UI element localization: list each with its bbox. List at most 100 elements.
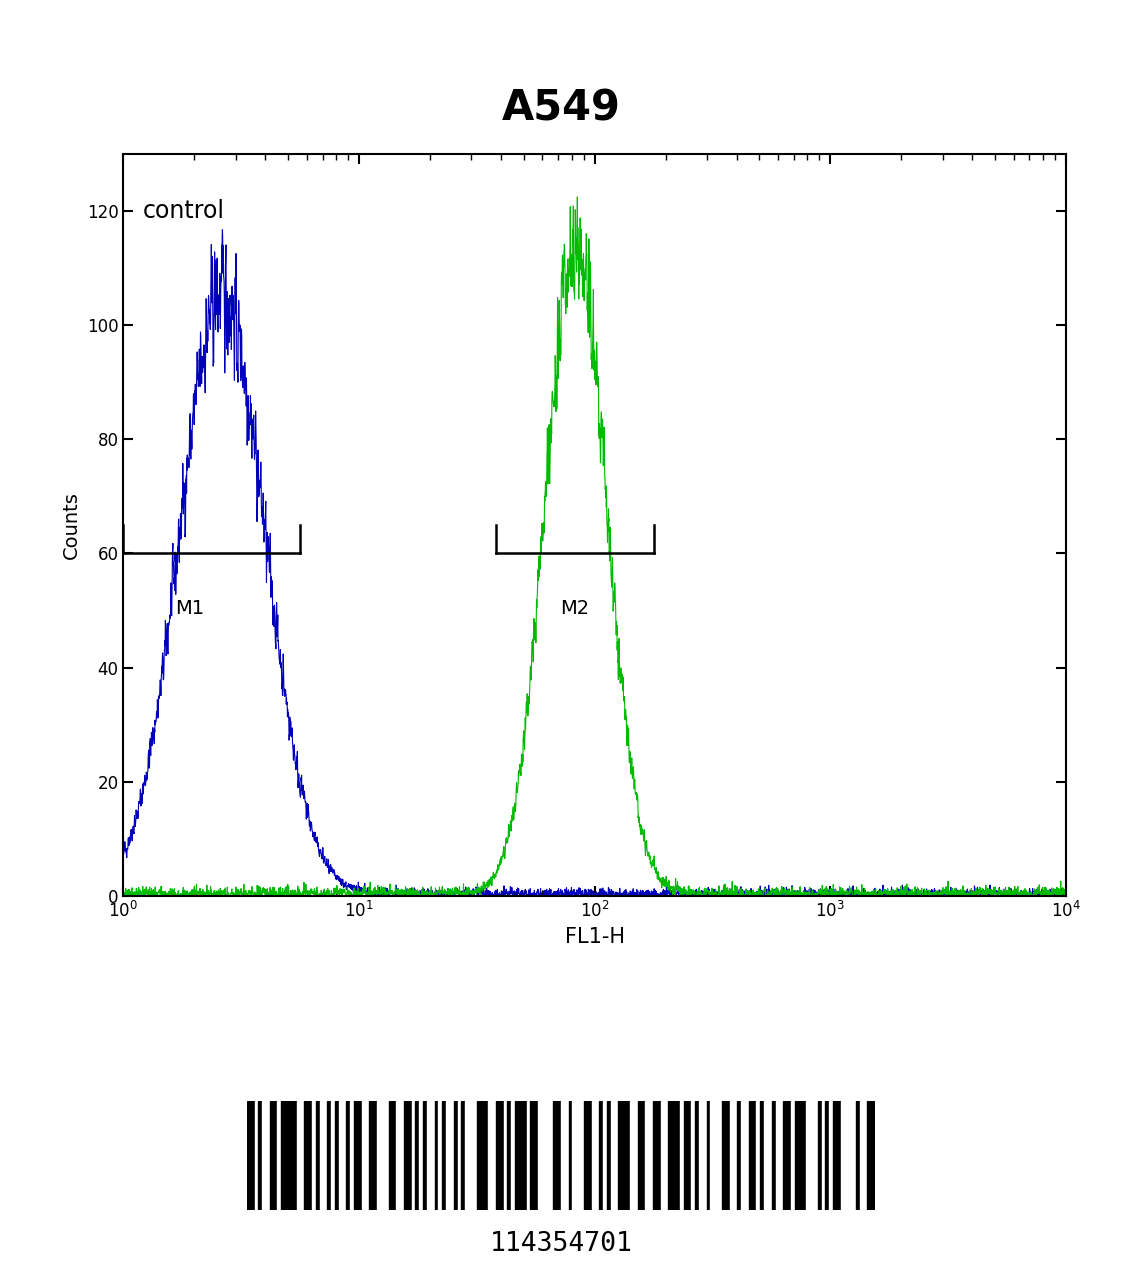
Bar	[320, 1101, 328, 1210]
Bar	[683, 1101, 691, 1210]
Bar	[737, 1101, 741, 1210]
Bar	[512, 1101, 515, 1210]
Bar	[572, 1101, 583, 1210]
Bar	[420, 1101, 423, 1210]
Bar	[466, 1101, 477, 1210]
Bar	[255, 1101, 258, 1210]
Bar	[434, 1101, 439, 1210]
Bar	[355, 1101, 361, 1210]
Bar	[791, 1101, 794, 1210]
Bar	[426, 1101, 434, 1210]
Bar	[404, 1101, 412, 1210]
Bar	[840, 1101, 856, 1210]
Bar	[629, 1101, 637, 1210]
Bar	[618, 1101, 629, 1210]
Bar	[775, 1101, 783, 1210]
Bar	[729, 1101, 737, 1210]
Bar	[710, 1101, 721, 1210]
Bar	[859, 1101, 867, 1210]
Bar	[347, 1101, 350, 1210]
Bar	[569, 1101, 572, 1210]
Bar	[331, 1101, 335, 1210]
Bar	[741, 1101, 748, 1210]
Bar	[453, 1101, 458, 1210]
Bar	[477, 1101, 488, 1210]
Bar	[539, 1101, 553, 1210]
Bar	[263, 1101, 269, 1210]
Bar	[488, 1101, 496, 1210]
Bar	[794, 1101, 807, 1210]
Bar	[761, 1101, 764, 1210]
Bar	[388, 1101, 396, 1210]
Bar	[458, 1101, 461, 1210]
Bar	[461, 1101, 466, 1210]
Bar	[653, 1101, 661, 1210]
Bar	[783, 1101, 791, 1210]
Bar	[748, 1101, 756, 1210]
Bar	[515, 1101, 526, 1210]
Bar	[772, 1101, 775, 1210]
Bar	[369, 1101, 377, 1210]
Text: 114354701: 114354701	[489, 1231, 633, 1257]
Bar	[282, 1101, 296, 1210]
Text: M1: M1	[175, 599, 204, 618]
Bar	[591, 1101, 599, 1210]
Bar	[610, 1101, 618, 1210]
Bar	[699, 1101, 707, 1210]
Bar	[442, 1101, 447, 1210]
Bar	[707, 1101, 710, 1210]
Bar	[818, 1101, 821, 1210]
Bar	[504, 1101, 507, 1210]
Bar	[833, 1101, 840, 1210]
Bar	[412, 1101, 415, 1210]
Bar	[867, 1101, 875, 1210]
Bar	[721, 1101, 729, 1210]
Bar	[661, 1101, 669, 1210]
Bar	[339, 1101, 347, 1210]
Bar	[361, 1101, 369, 1210]
Bar	[439, 1101, 442, 1210]
Bar	[277, 1101, 282, 1210]
Bar	[645, 1101, 653, 1210]
Bar	[856, 1101, 859, 1210]
Bar	[507, 1101, 512, 1210]
Bar	[553, 1101, 561, 1210]
Bar	[599, 1101, 604, 1210]
Bar	[764, 1101, 772, 1210]
Bar	[607, 1101, 610, 1210]
Bar	[691, 1101, 696, 1210]
Bar	[696, 1101, 699, 1210]
Bar	[258, 1101, 263, 1210]
Bar	[247, 1101, 255, 1210]
Bar	[269, 1101, 277, 1210]
Bar	[531, 1101, 539, 1210]
Bar	[604, 1101, 607, 1210]
Bar	[328, 1101, 331, 1210]
Bar	[807, 1101, 818, 1210]
Bar	[350, 1101, 355, 1210]
Bar	[637, 1101, 645, 1210]
Bar	[561, 1101, 569, 1210]
Bar	[496, 1101, 504, 1210]
Bar	[447, 1101, 453, 1210]
Bar	[680, 1101, 683, 1210]
Text: M2: M2	[560, 599, 589, 618]
Bar	[821, 1101, 826, 1210]
Bar	[315, 1101, 320, 1210]
Text: control: control	[142, 200, 224, 223]
Bar	[826, 1101, 829, 1210]
Bar	[415, 1101, 420, 1210]
Bar	[312, 1101, 315, 1210]
Bar	[423, 1101, 426, 1210]
Bar	[583, 1101, 591, 1210]
Bar	[526, 1101, 531, 1210]
X-axis label: FL1-H: FL1-H	[564, 927, 625, 946]
Bar	[756, 1101, 761, 1210]
Bar	[396, 1101, 404, 1210]
Bar	[296, 1101, 304, 1210]
Bar	[377, 1101, 388, 1210]
Text: A549: A549	[502, 88, 620, 129]
Bar	[829, 1101, 833, 1210]
Y-axis label: Counts: Counts	[62, 490, 81, 559]
Bar	[304, 1101, 312, 1210]
